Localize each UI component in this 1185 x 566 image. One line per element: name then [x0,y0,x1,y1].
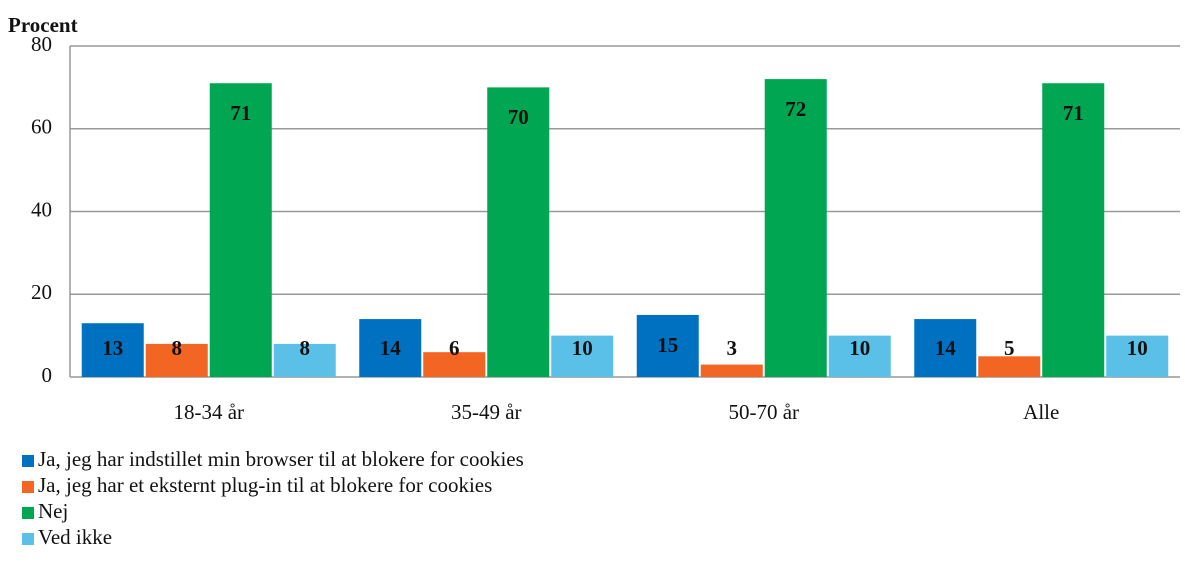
value-label: 6 [449,336,460,360]
value-label: 8 [172,336,183,360]
legend-swatch [22,481,34,493]
bar [209,83,272,378]
bar [828,335,891,377]
x-tick-label: Alle [1023,400,1059,424]
value-label: 5 [1004,336,1015,360]
x-tick-label: 35-49 år [451,400,522,424]
bar [145,343,208,377]
bar [487,87,550,377]
y-tick-label: 20 [31,280,52,304]
x-tick-label: 18-34 år [173,400,244,424]
value-label: 10 [849,336,870,360]
bar [978,356,1041,377]
bar [636,314,699,377]
bar [1042,83,1105,378]
y-tick-label: 40 [31,197,52,221]
value-label: 8 [300,336,311,360]
bar [914,319,977,377]
value-label: 14 [380,336,402,360]
y-tick-label: 80 [31,32,52,56]
value-label: 70 [508,105,529,129]
value-label: 72 [785,97,806,121]
bar [81,323,144,377]
bar [359,319,422,377]
value-label: 71 [230,101,251,125]
legend-label: Ja, jeg har et eksternt plug-in til at b… [38,473,492,497]
legend-swatch [22,507,34,519]
bar [273,343,336,377]
x-tick-label: 50-70 år [728,400,799,424]
legend-swatch [22,533,34,545]
legend-label: Nej [38,499,68,523]
bar [764,79,827,377]
value-label: 10 [1127,336,1148,360]
y-axis-label: Procent [8,13,78,37]
value-label: 10 [572,336,593,360]
y-tick-label: 0 [42,363,53,387]
value-label: 13 [102,336,123,360]
bar [1106,335,1169,377]
bar [551,335,614,377]
value-label: 14 [935,336,957,360]
bar [700,364,763,377]
y-tick-label: 60 [31,115,52,139]
legend-swatch [22,455,34,467]
value-label: 3 [727,336,738,360]
value-label: 15 [657,333,678,357]
legend-label: Ved ikke [38,525,112,549]
value-label: 71 [1063,101,1084,125]
legend-label: Ja, jeg har indstillet min browser til a… [38,447,524,471]
bar [423,352,486,377]
